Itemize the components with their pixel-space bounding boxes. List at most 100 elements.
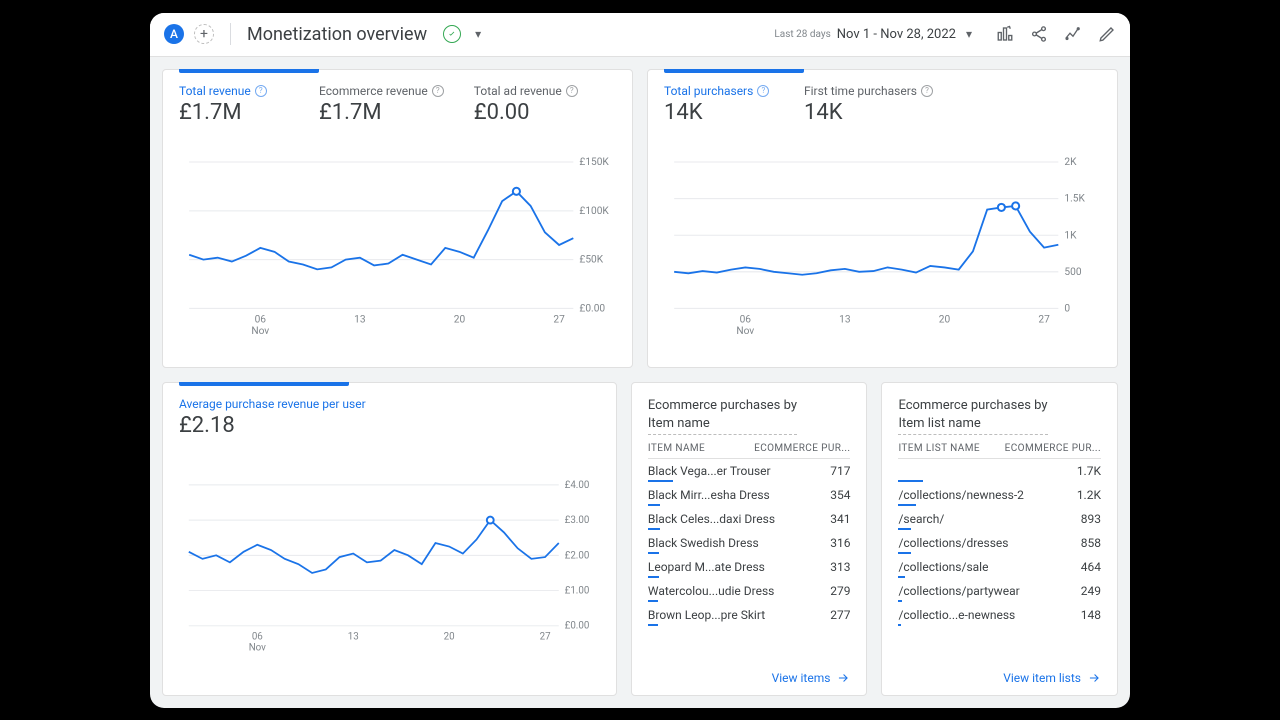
chevron-down-icon: ▾ [966, 27, 972, 41]
table-row[interactable]: Black Vega...er Trouser717 [648, 459, 851, 483]
items-table-card: Ecommerce purchases by Item name ITEM NA… [631, 382, 868, 695]
metric[interactable]: Total ad revenue? £0.00 [474, 84, 584, 125]
svg-text:20: 20 [939, 314, 951, 325]
table-row[interactable]: /collections/newness-21.2K [898, 483, 1101, 507]
info-icon[interactable]: ? [566, 85, 578, 97]
metric-label: First time purchasers? [804, 84, 933, 98]
revenue-metrics: Total revenue? £1.7MEcommerce revenue? £… [179, 84, 616, 125]
analytics-app: A + Monetization overview ▾ Last 28 days… [150, 13, 1130, 708]
lists-table-body: 1.7K/collections/newness-21.2K/search/89… [898, 459, 1101, 627]
svg-text:06: 06 [252, 632, 263, 643]
verified-icon[interactable] [443, 25, 461, 43]
arrow-right-icon [836, 671, 850, 685]
arpu-card: Average purchase revenue per user £2.18 … [162, 382, 617, 695]
svg-text:£100K: £100K [579, 205, 609, 216]
date-range-value: Nov 1 - Nov 28, 2022 [837, 27, 956, 42]
metric-label: Total ad revenue? [474, 84, 584, 98]
avatar[interactable]: A [164, 24, 184, 44]
info-icon[interactable]: ? [432, 85, 444, 97]
arpu-label[interactable]: Average purchase revenue per user [179, 397, 600, 411]
info-icon[interactable]: ? [255, 85, 267, 97]
items-table-title: Ecommerce purchases by Item name [648, 397, 797, 434]
table-row[interactable]: /collections/partywear249 [898, 579, 1101, 603]
svg-text:13: 13 [354, 314, 366, 325]
metric-value: 14K [804, 100, 933, 125]
svg-text:13: 13 [348, 632, 359, 643]
view-lists-link[interactable]: View item lists [898, 665, 1101, 685]
date-range-picker[interactable]: Last 28 days Nov 1 - Nov 28, 2022 ▾ [774, 27, 972, 42]
purchasers-card: Total purchasers? 14KFirst time purchase… [647, 69, 1118, 369]
insights-icon[interactable] [1064, 25, 1082, 43]
svg-text:£2.00: £2.00 [565, 551, 590, 562]
metric-label: Total purchasers? [664, 84, 774, 98]
svg-text:27: 27 [540, 632, 551, 643]
purchasers-metrics: Total purchasers? 14KFirst time purchase… [664, 84, 1101, 125]
tab-indicator [179, 382, 349, 386]
svg-text:06: 06 [255, 314, 267, 325]
table-row[interactable]: 1.7K [898, 459, 1101, 483]
metric[interactable]: Total revenue? £1.7M [179, 84, 289, 125]
share-icon[interactable] [1030, 25, 1048, 43]
arpu-chart: £4.00 £3.00 £2.00 £1.00 £0.00 06Nov 13 20 27 [179, 446, 600, 684]
svg-text:0: 0 [1064, 303, 1070, 314]
table-row[interactable]: Brown Leop...pre Skirt277 [648, 603, 851, 627]
header: A + Monetization overview ▾ Last 28 days… [150, 13, 1130, 57]
divider [230, 23, 231, 45]
svg-text:Nov: Nov [249, 643, 266, 654]
customize-report-icon[interactable] [996, 25, 1014, 43]
svg-text:£3.00: £3.00 [565, 515, 590, 526]
lists-table-card: Ecommerce purchases by Item list name IT… [881, 382, 1118, 695]
svg-text:13: 13 [839, 314, 851, 325]
metric-label: Ecommerce revenue? [319, 84, 444, 98]
revenue-chart: £150K£100K£50K£0.0006Nov132027 [179, 133, 616, 358]
metric[interactable]: First time purchasers? 14K [804, 84, 933, 125]
add-comparison-button[interactable]: + [194, 24, 214, 44]
svg-text:20: 20 [454, 314, 466, 325]
items-table-body: Black Vega...er Trouser717Black Mirr...e… [648, 459, 851, 627]
table-row[interactable]: /collections/dresses858 [898, 531, 1101, 555]
svg-text:Nov: Nov [736, 325, 754, 336]
arpu-value: £2.18 [179, 413, 600, 438]
table-row[interactable]: Black Swedish Dress316 [648, 531, 851, 555]
table-row[interactable]: Leopard M...ate Dress313 [648, 555, 851, 579]
edit-icon[interactable] [1098, 25, 1116, 43]
metric-value: £1.7M [319, 100, 444, 125]
svg-text:1.5K: 1.5K [1064, 193, 1085, 204]
info-icon[interactable]: ? [921, 85, 933, 97]
svg-text:£4.00: £4.00 [565, 480, 590, 491]
table-row[interactable]: Watercolou...udie Dress279 [648, 579, 851, 603]
info-icon[interactable]: ? [757, 85, 769, 97]
items-table-header: ITEM NAME ECOMMERCE PUR... [648, 443, 851, 459]
svg-text:500: 500 [1064, 266, 1081, 277]
view-items-link[interactable]: View items [648, 665, 851, 685]
arrow-right-icon [1087, 671, 1101, 685]
svg-text:£0.00: £0.00 [579, 303, 605, 314]
metric-value: £1.7M [179, 100, 289, 125]
svg-text:£50K: £50K [579, 254, 603, 265]
purchasers-chart: 2K 1.5K 1K 500 0 06Nov 13 20 27 [664, 133, 1101, 358]
svg-text:£1.00: £1.00 [565, 586, 590, 597]
date-range-label: Last 28 days [774, 29, 830, 40]
metric-label: Total revenue? [179, 84, 289, 98]
metric[interactable]: Ecommerce revenue? £1.7M [319, 84, 444, 125]
svg-text:£150K: £150K [579, 157, 609, 168]
page-title: Monetization overview [247, 24, 427, 45]
svg-text:Nov: Nov [251, 325, 269, 336]
table-row[interactable]: Black Celes...daxi Dress341 [648, 507, 851, 531]
svg-text:06: 06 [740, 314, 752, 325]
svg-text:27: 27 [1038, 314, 1050, 325]
tab-indicator [179, 69, 319, 73]
table-row[interactable]: /collections/sale464 [898, 555, 1101, 579]
table-row[interactable]: /search/893 [898, 507, 1101, 531]
metric[interactable]: Total purchasers? 14K [664, 84, 774, 125]
metric-value: £0.00 [474, 100, 584, 125]
svg-text:£0.00: £0.00 [565, 621, 590, 632]
table-row[interactable]: Black Mirr...esha Dress354 [648, 483, 851, 507]
dropdown-caret-icon[interactable]: ▾ [475, 27, 481, 41]
tab-indicator [664, 69, 804, 73]
content: Total revenue? £1.7MEcommerce revenue? £… [150, 57, 1130, 708]
svg-text:1K: 1K [1064, 230, 1077, 241]
svg-text:2K: 2K [1064, 157, 1077, 168]
table-row[interactable]: /collectio...e-newness148 [898, 603, 1101, 627]
svg-text:20: 20 [444, 632, 455, 643]
